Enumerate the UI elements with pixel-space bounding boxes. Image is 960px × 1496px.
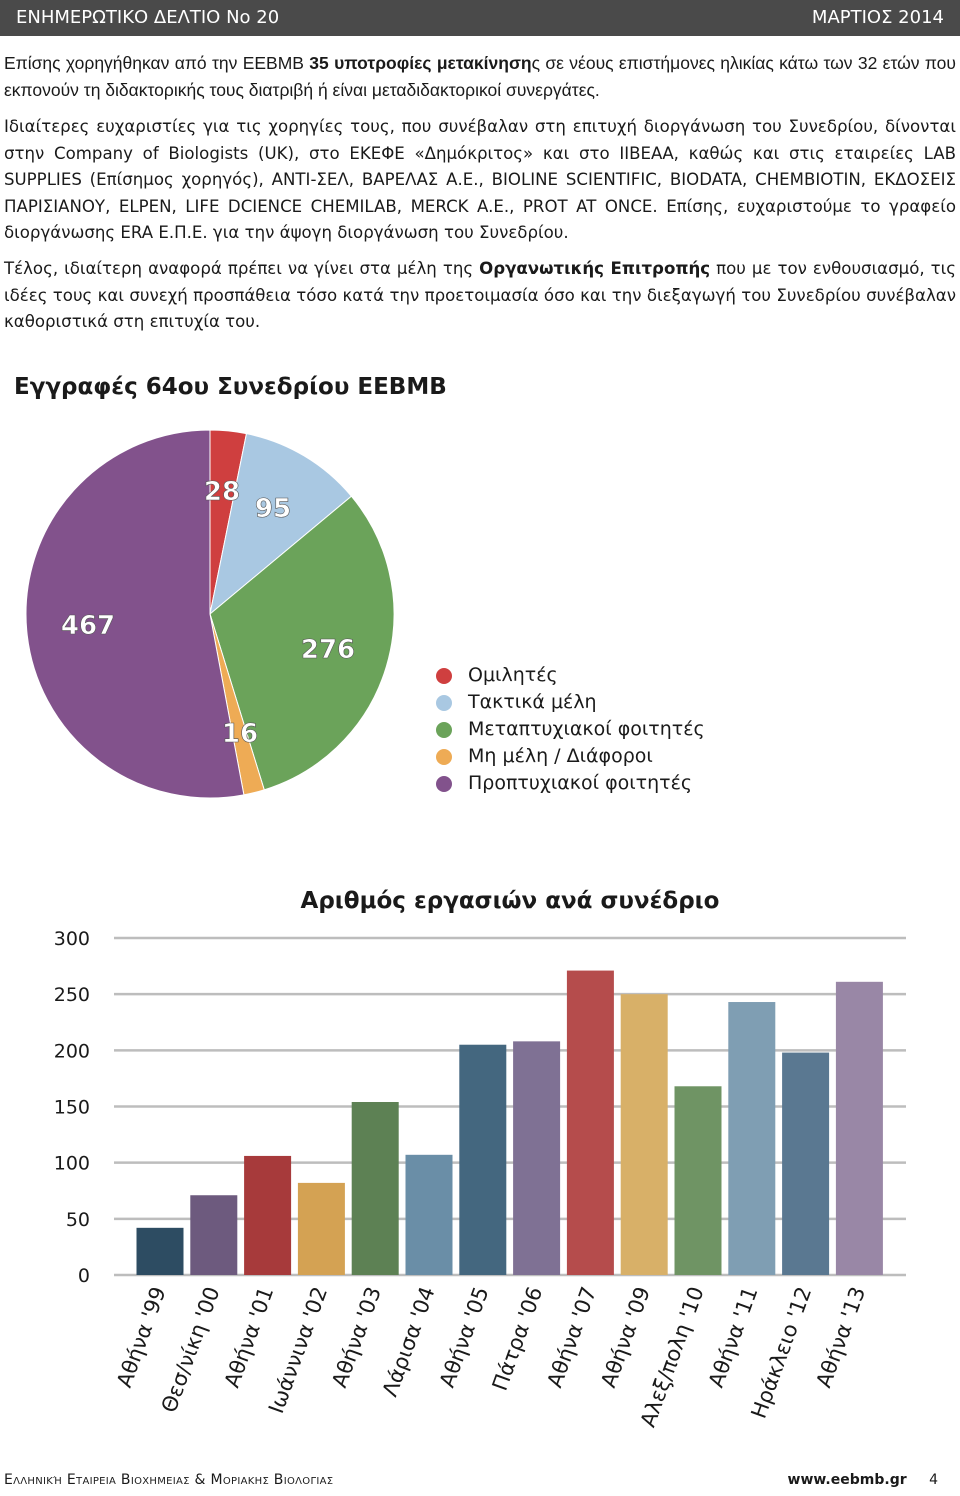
bar [351, 1102, 399, 1275]
bar [405, 1154, 453, 1275]
y-tick-label: 100 [54, 1153, 90, 1175]
x-tick-label: Αθήνα '03 [327, 1284, 386, 1391]
x-tick-label: Αθήνα '05 [435, 1284, 494, 1391]
x-tick-label: Ηράκλειο '12 [746, 1284, 816, 1422]
pie-chart-title: Εγγραφές 64ου Συνεδρίου ΕΕΒΜΒ [14, 374, 447, 400]
bar [835, 981, 883, 1275]
bar [620, 994, 668, 1275]
bar [566, 970, 614, 1275]
pie-slice [209, 613, 265, 796]
paragraph-text: Τέλος, ιδιαίτερη αναφορά πρέπει να γίνει… [4, 259, 480, 278]
legend-label: Προπτυχιακοί φοιτητές [468, 772, 692, 794]
x-tick-label: Θεσ/νίκη '00 [157, 1284, 225, 1416]
paragraph-bold-text: Οργανωτικής Επιτροπής [479, 259, 711, 278]
pie-slice-label: 276 [301, 635, 355, 665]
newsletter-header: ΕΝΗΜΕΡΩΤΙΚΟ ΔΕΛΤΙΟ No 20 ΜΑΡΤΙΟΣ 2014 [0, 0, 960, 36]
bar [244, 1155, 292, 1275]
bar [136, 1227, 184, 1275]
legend-label: Μη μέλη / Διάφοροι [468, 745, 653, 767]
paragraph-text: που με τον ενθουσιασμό, τις ιδέες τους κ… [4, 259, 956, 331]
pie-slice [209, 495, 395, 791]
legend-swatch [436, 721, 452, 738]
pie-slice-label: 95 [255, 494, 291, 524]
x-tick-label: Αθήνα '09 [596, 1284, 655, 1391]
legend-label: Μεταπτυχιακοί φοιτητές [468, 718, 705, 740]
x-tick-label: Αθήνα '11 [704, 1284, 763, 1391]
x-tick-label: Αθήνα '13 [812, 1284, 871, 1391]
pie-slice-label: 467 [61, 611, 115, 641]
y-tick-label: 250 [54, 984, 90, 1006]
x-tick-label: Αθήνα '07 [543, 1284, 602, 1391]
x-tick-label: Αθήνα '99 [112, 1284, 171, 1391]
bar [297, 1182, 345, 1275]
y-tick-label: 0 [78, 1265, 90, 1287]
bar [782, 1052, 830, 1275]
society-name: Ελληνική Εταιρεια Βιοχημειας & Μοριακης … [4, 1472, 334, 1488]
bar [190, 1195, 238, 1275]
legend-item: Μεταπτυχιακοί φοιτητές [436, 716, 705, 743]
bar [674, 1086, 722, 1275]
pie-slice-label: 28 [204, 477, 240, 507]
paragraph-scholarships: Επίσης χορηγήθηκαν από την ΕΕΒΜΒ 35 υποτ… [4, 50, 956, 103]
legend-swatch [436, 775, 452, 792]
x-tick-label: Αθήνα '01 [220, 1284, 279, 1391]
pie-slice [25, 429, 245, 799]
paragraph-text: Επίσης χορηγήθηκαν από την ΕΕΒΜΒ [4, 53, 310, 73]
legend-item: Ομιλητές [436, 662, 705, 689]
pie-slice [209, 429, 248, 615]
legend-label: Τακτικά μέλη [468, 691, 597, 713]
legend-swatch [436, 694, 452, 711]
paragraph-committee: Τέλος, ιδιαίτερη αναφορά πρέπει να γίνει… [4, 256, 956, 336]
y-tick-label: 300 [54, 928, 90, 950]
legend-label: Ομιλητές [468, 664, 558, 686]
pie-slice-label: 16 [222, 719, 258, 749]
y-tick-label: 200 [54, 1040, 90, 1062]
bar [459, 1044, 507, 1275]
legend-swatch [436, 667, 452, 684]
bar [513, 1041, 561, 1275]
paragraph-text: ς σε νέους επιστήμονες ηλικίας κάτω των … [4, 53, 956, 100]
x-tick-label: Λάρισα '04 [378, 1284, 440, 1400]
pie-legend: Ομιλητές Τακτικά μέλη Μεταπτυχιακοί φοιτητ… [436, 662, 705, 797]
legend-swatch [436, 748, 452, 765]
pie-slice [209, 433, 353, 616]
x-tick-label: Αλεξ/πολη '10 [636, 1284, 709, 1431]
x-tick-label: Ιωάννινα '02 [264, 1284, 332, 1417]
footer-right: www.eebmb.gr 4 [788, 1472, 938, 1488]
legend-item: Τακτικά μέλη [436, 689, 705, 716]
y-tick-label: 150 [54, 1097, 90, 1119]
newsletter-title: ΕΝΗΜΕΡΩΤΙΚΟ ΔΕΛΤΙΟ No 20 [16, 7, 280, 28]
legend-item: Προπτυχιακοί φοιτητές [436, 770, 705, 797]
website-link[interactable]: www.eebmb.gr [787, 1472, 907, 1488]
bar-chart-title: Αριθμός εργασιών ανά συνέδριο [301, 888, 720, 914]
issue-date: ΜΑΡΤΙΟΣ 2014 [811, 7, 944, 28]
x-tick-label: Πάτρα '06 [488, 1284, 548, 1394]
y-tick-label: 50 [66, 1209, 90, 1231]
paragraph-sponsors: Ιδιαίτερες ευχαριστίες για τις χορηγίες … [4, 117, 956, 242]
legend-item: Μη μέλη / Διάφοροι [436, 743, 705, 770]
paragraph-bold-text: 35 υποτροφίες μετακίνηση [309, 53, 532, 73]
page-number: 4 [929, 1472, 938, 1488]
bar [728, 1002, 776, 1275]
